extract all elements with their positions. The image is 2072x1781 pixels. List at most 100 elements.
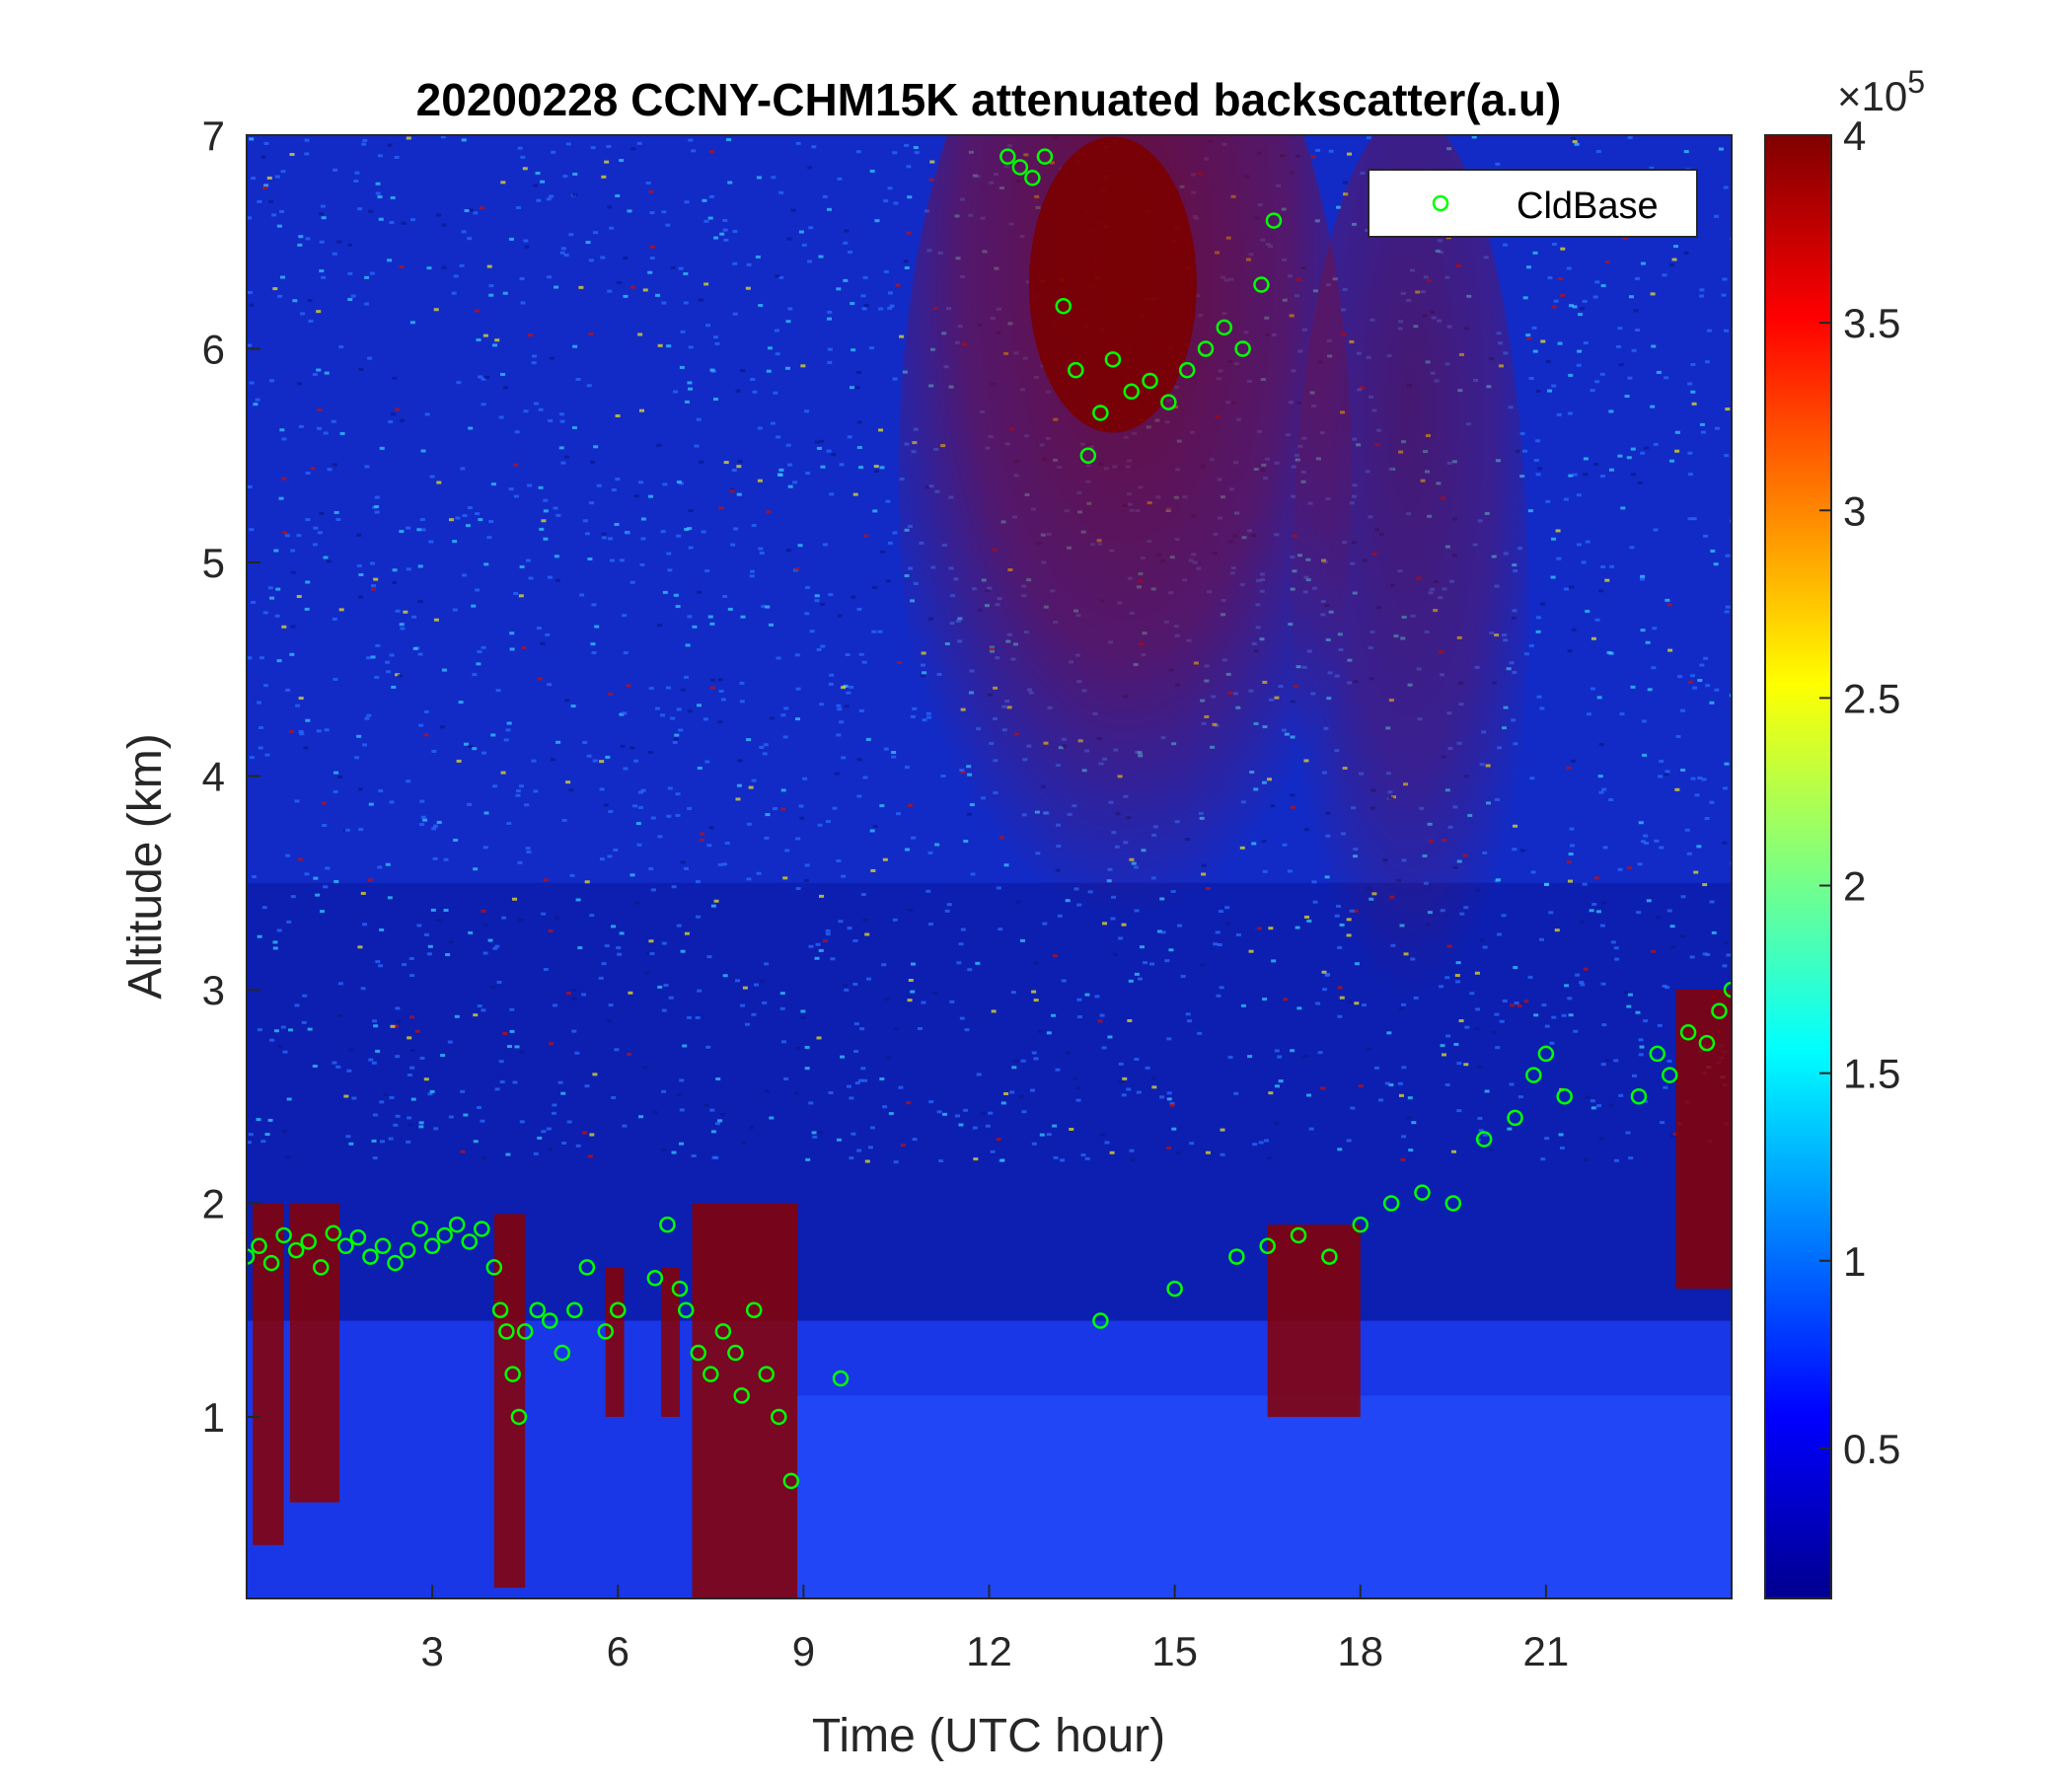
heatmap-cell: [852, 939, 858, 943]
heatmap-cell: [751, 1012, 757, 1016]
heatmap-cell: [331, 419, 336, 423]
heatmap-cell: [837, 177, 843, 181]
heatmap-cell: [1555, 529, 1561, 533]
heatmap-cell: [481, 1008, 486, 1012]
heatmap-cell: [460, 1150, 466, 1153]
heatmap-cell: [476, 662, 481, 666]
heatmap-cell: [1724, 329, 1730, 333]
heatmap-cell: [316, 426, 322, 430]
heatmap-cell: [1550, 575, 1556, 579]
low-cloud-column: [605, 1267, 625, 1417]
heatmap-cell: [1691, 517, 1697, 521]
heatmap-cell: [1633, 309, 1639, 313]
heatmap-cell: [707, 615, 713, 619]
heatmap-cell: [1613, 1158, 1619, 1162]
heatmap-cell: [372, 1019, 378, 1023]
heatmap-cell: [735, 797, 741, 801]
heatmap-cell: [888, 291, 894, 295]
heatmap-cell: [1608, 1103, 1614, 1107]
heatmap-cell: [319, 240, 325, 244]
heatmap-cell: [1627, 993, 1633, 997]
heatmap-cell: [988, 1111, 994, 1115]
heatmap-cell: [1528, 377, 1534, 381]
heatmap-cell: [592, 1073, 598, 1076]
heatmap-cell: [1525, 334, 1531, 337]
heatmap-cell: [805, 1157, 811, 1161]
heatmap-cell: [407, 1116, 412, 1120]
heatmap-cell: [370, 561, 376, 565]
heatmap-cell: [1551, 305, 1557, 309]
heatmap-cell: [281, 625, 287, 629]
heatmap-cell: [565, 992, 571, 996]
heatmap-cell: [648, 939, 654, 943]
heatmap-cell: [1649, 166, 1655, 170]
heatmap-cell: [362, 923, 368, 927]
heatmap-cell: [358, 573, 364, 577]
heatmap-cell: [764, 1089, 770, 1093]
heatmap-cell: [862, 1078, 868, 1082]
heatmap-cell: [452, 608, 458, 612]
heatmap-cell: [475, 588, 481, 592]
heatmap-cell: [391, 685, 397, 689]
heatmap-cell: [898, 1085, 904, 1089]
heatmap-cell: [1599, 475, 1605, 479]
heatmap-cell: [364, 302, 370, 306]
heatmap-cell: [1586, 712, 1591, 716]
heatmap-cell: [543, 537, 549, 541]
heatmap-cell: [406, 567, 411, 571]
heatmap-cell: [276, 659, 282, 663]
heatmap-cell: [399, 530, 405, 534]
heatmap-cell: [1593, 463, 1599, 467]
heatmap-cell: [709, 678, 715, 682]
heatmap-cell: [574, 1051, 580, 1055]
heatmap-cell: [1312, 900, 1318, 904]
heatmap-cell: [591, 603, 597, 607]
heatmap-cell: [773, 807, 778, 811]
heatmap-cell: [907, 803, 913, 807]
heatmap-cell: [1589, 909, 1594, 913]
heatmap-cell: [247, 216, 253, 220]
heatmap-cell: [799, 816, 805, 820]
heatmap-cell: [459, 263, 465, 267]
heatmap-cell: [427, 944, 433, 948]
heatmap-cell: [1491, 1031, 1497, 1035]
heatmap-cell: [483, 562, 489, 566]
heatmap-cell: [600, 256, 606, 260]
heatmap-cell: [840, 1055, 846, 1059]
heatmap-cell: [1495, 1046, 1501, 1050]
heatmap-cell: [1536, 695, 1542, 699]
heatmap-cell: [746, 877, 752, 881]
heatmap-cell: [1031, 990, 1037, 994]
heatmap-cell: [1569, 844, 1575, 848]
heatmap-cell: [264, 753, 270, 757]
heatmap-cell: [601, 532, 607, 536]
heatmap-cell: [649, 952, 655, 956]
heatmap-cell: [563, 254, 569, 258]
heatmap-cell: [946, 903, 952, 907]
heatmap-cell: [1274, 1084, 1280, 1088]
x-tick-label: 3: [420, 1628, 443, 1674]
heatmap-cell: [481, 377, 486, 381]
heatmap-cell: [395, 1114, 401, 1118]
heatmap-cell: [1643, 834, 1649, 838]
heatmap-cell: [1512, 848, 1517, 852]
heatmap-cell: [1610, 940, 1616, 944]
heatmap-cell: [417, 564, 423, 568]
heatmap-cell: [1151, 1085, 1157, 1089]
heatmap-cell: [1166, 1037, 1172, 1041]
cldbase-marker: [1253, 276, 1270, 293]
heatmap-cell: [447, 1040, 453, 1044]
heatmap-cell: [323, 885, 329, 889]
heatmap-cell: [385, 660, 391, 664]
heatmap-cell: [762, 752, 768, 756]
heatmap-cell: [760, 979, 766, 983]
cldbase-marker: [1662, 1067, 1678, 1083]
cldbase-marker: [1068, 361, 1084, 379]
heatmap-cell: [1535, 630, 1541, 633]
heatmap-cell: [472, 673, 478, 677]
heatmap-cell: [672, 740, 678, 744]
heatmap-cell: [1526, 336, 1532, 340]
heatmap-cell: [1134, 1057, 1140, 1061]
heatmap-cell: [305, 718, 311, 722]
heatmap-cell: [649, 257, 655, 260]
